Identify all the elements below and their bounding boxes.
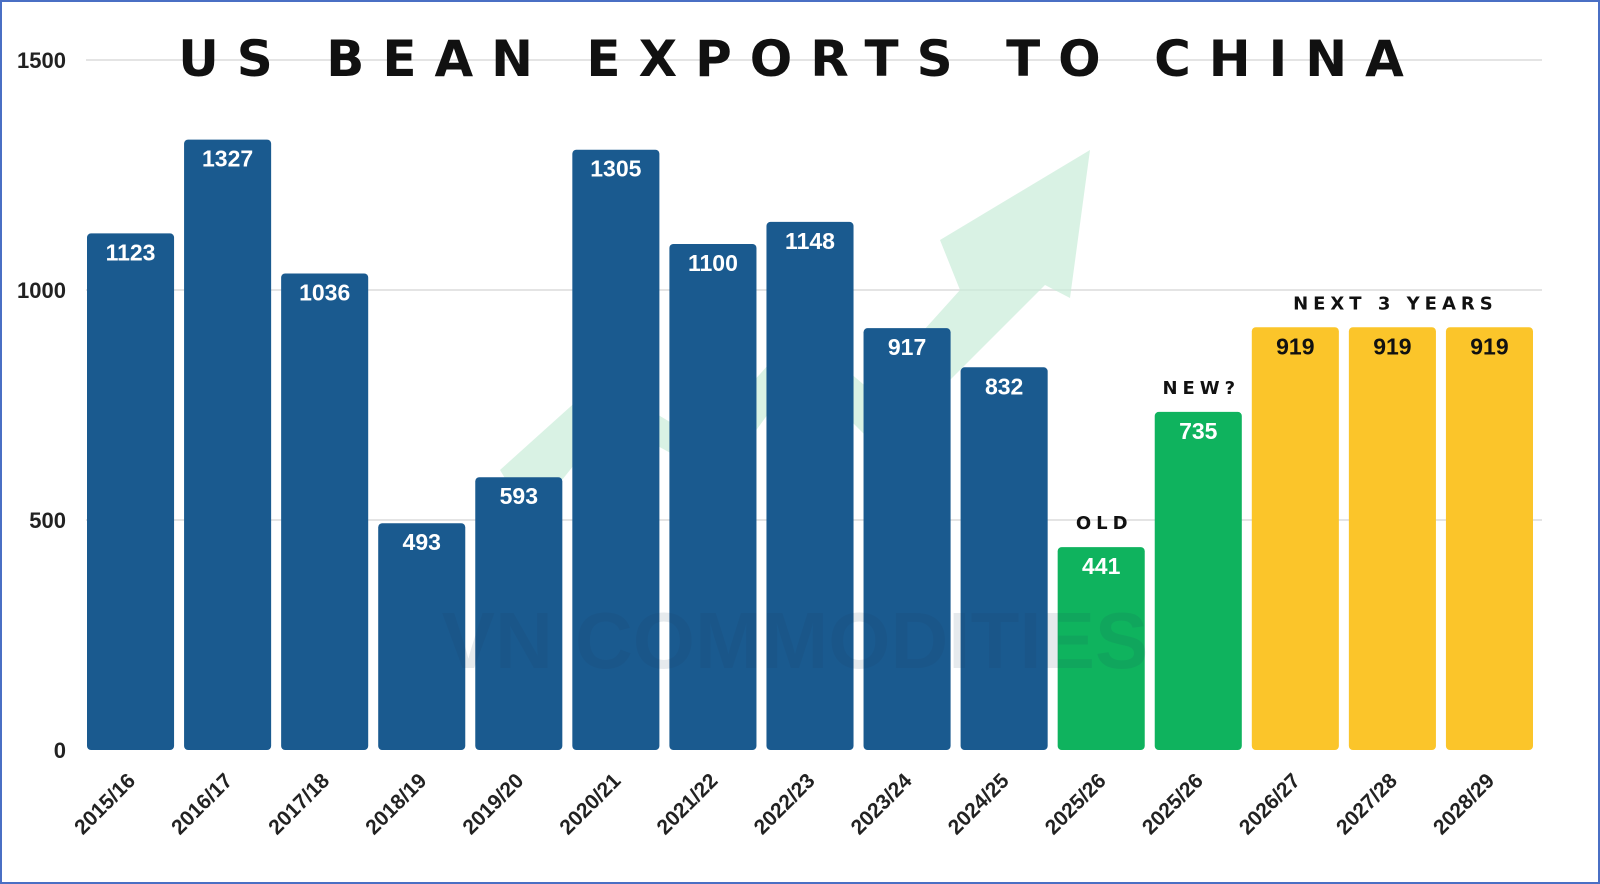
value-label: 917 — [888, 334, 926, 360]
x-tick-label: 2019/20 — [458, 769, 528, 839]
bar — [960, 367, 1048, 750]
bar — [184, 139, 272, 750]
x-tick-label: 2017/18 — [264, 769, 334, 839]
value-label: 1148 — [785, 228, 835, 254]
bar — [1251, 327, 1339, 750]
x-tick-label: 2020/21 — [555, 769, 625, 839]
value-label: 441 — [1082, 553, 1121, 579]
x-tick-label: 2015/16 — [70, 769, 140, 839]
bar — [475, 477, 563, 750]
value-label: 919 — [1470, 333, 1508, 359]
value-label: 593 — [500, 483, 538, 509]
bar — [766, 221, 854, 751]
bar — [87, 233, 175, 751]
bar — [281, 273, 369, 750]
y-tick-label: 1000 — [17, 278, 66, 303]
x-tick-label: 2028/29 — [1429, 769, 1499, 839]
value-label: 1123 — [106, 239, 156, 265]
x-tick-label: 2018/19 — [361, 769, 431, 839]
y-tick-label: 500 — [29, 508, 66, 533]
x-tick-label: 2022/23 — [750, 769, 820, 839]
value-label: 919 — [1373, 333, 1411, 359]
annotation-label: NEW? — [1162, 378, 1240, 399]
value-label: 1327 — [202, 146, 253, 172]
x-tick-label: 2023/24 — [847, 769, 917, 839]
bar — [378, 523, 466, 750]
value-label: 493 — [403, 529, 441, 555]
value-label: 1036 — [299, 279, 350, 305]
x-axis-ticks: 2015/16 2016/17 2017/18 2018/19 2019/20 2020/… — [70, 769, 1499, 839]
x-tick-label: 2025/26 — [1138, 769, 1208, 839]
x-tick-label: 2025/26 — [1041, 769, 1111, 839]
bar — [863, 328, 951, 750]
bar — [1154, 411, 1242, 750]
value-labels: 1123 1327 1036 493 593 1305 1100 1148 917 832 441 7… — [106, 146, 1509, 580]
annotations: OLD NEW? NEXT 3 YEARS — [1076, 293, 1498, 534]
bars — [87, 139, 1533, 751]
annotation-label: NEXT 3 YEARS — [1293, 293, 1498, 314]
x-tick-label: 2026/27 — [1235, 769, 1305, 839]
annotation-label: OLD — [1076, 513, 1133, 534]
bar — [1348, 327, 1436, 750]
watermark-text: VN COMMODITIES — [442, 596, 1149, 685]
y-tick-label: 1500 — [17, 48, 66, 73]
bar — [572, 149, 660, 750]
value-label: 1305 — [590, 156, 641, 182]
value-label: 832 — [985, 373, 1023, 399]
bar — [1057, 547, 1145, 750]
x-tick-label: 2021/22 — [653, 769, 723, 839]
x-tick-label: 2016/17 — [167, 769, 237, 839]
x-tick-label: 2024/25 — [944, 769, 1014, 839]
y-tick-label: 0 — [54, 738, 66, 763]
value-label: 735 — [1179, 418, 1218, 444]
value-label: 919 — [1276, 333, 1314, 359]
y-axis-ticks: 0 500 1000 1500 — [17, 48, 66, 763]
x-tick-label: 2027/28 — [1332, 769, 1402, 839]
value-label: 1100 — [688, 250, 738, 276]
bar — [1445, 327, 1533, 750]
bar — [669, 244, 757, 750]
chart-title: US BEAN EXPORTS TO CHINA — [178, 30, 1422, 88]
